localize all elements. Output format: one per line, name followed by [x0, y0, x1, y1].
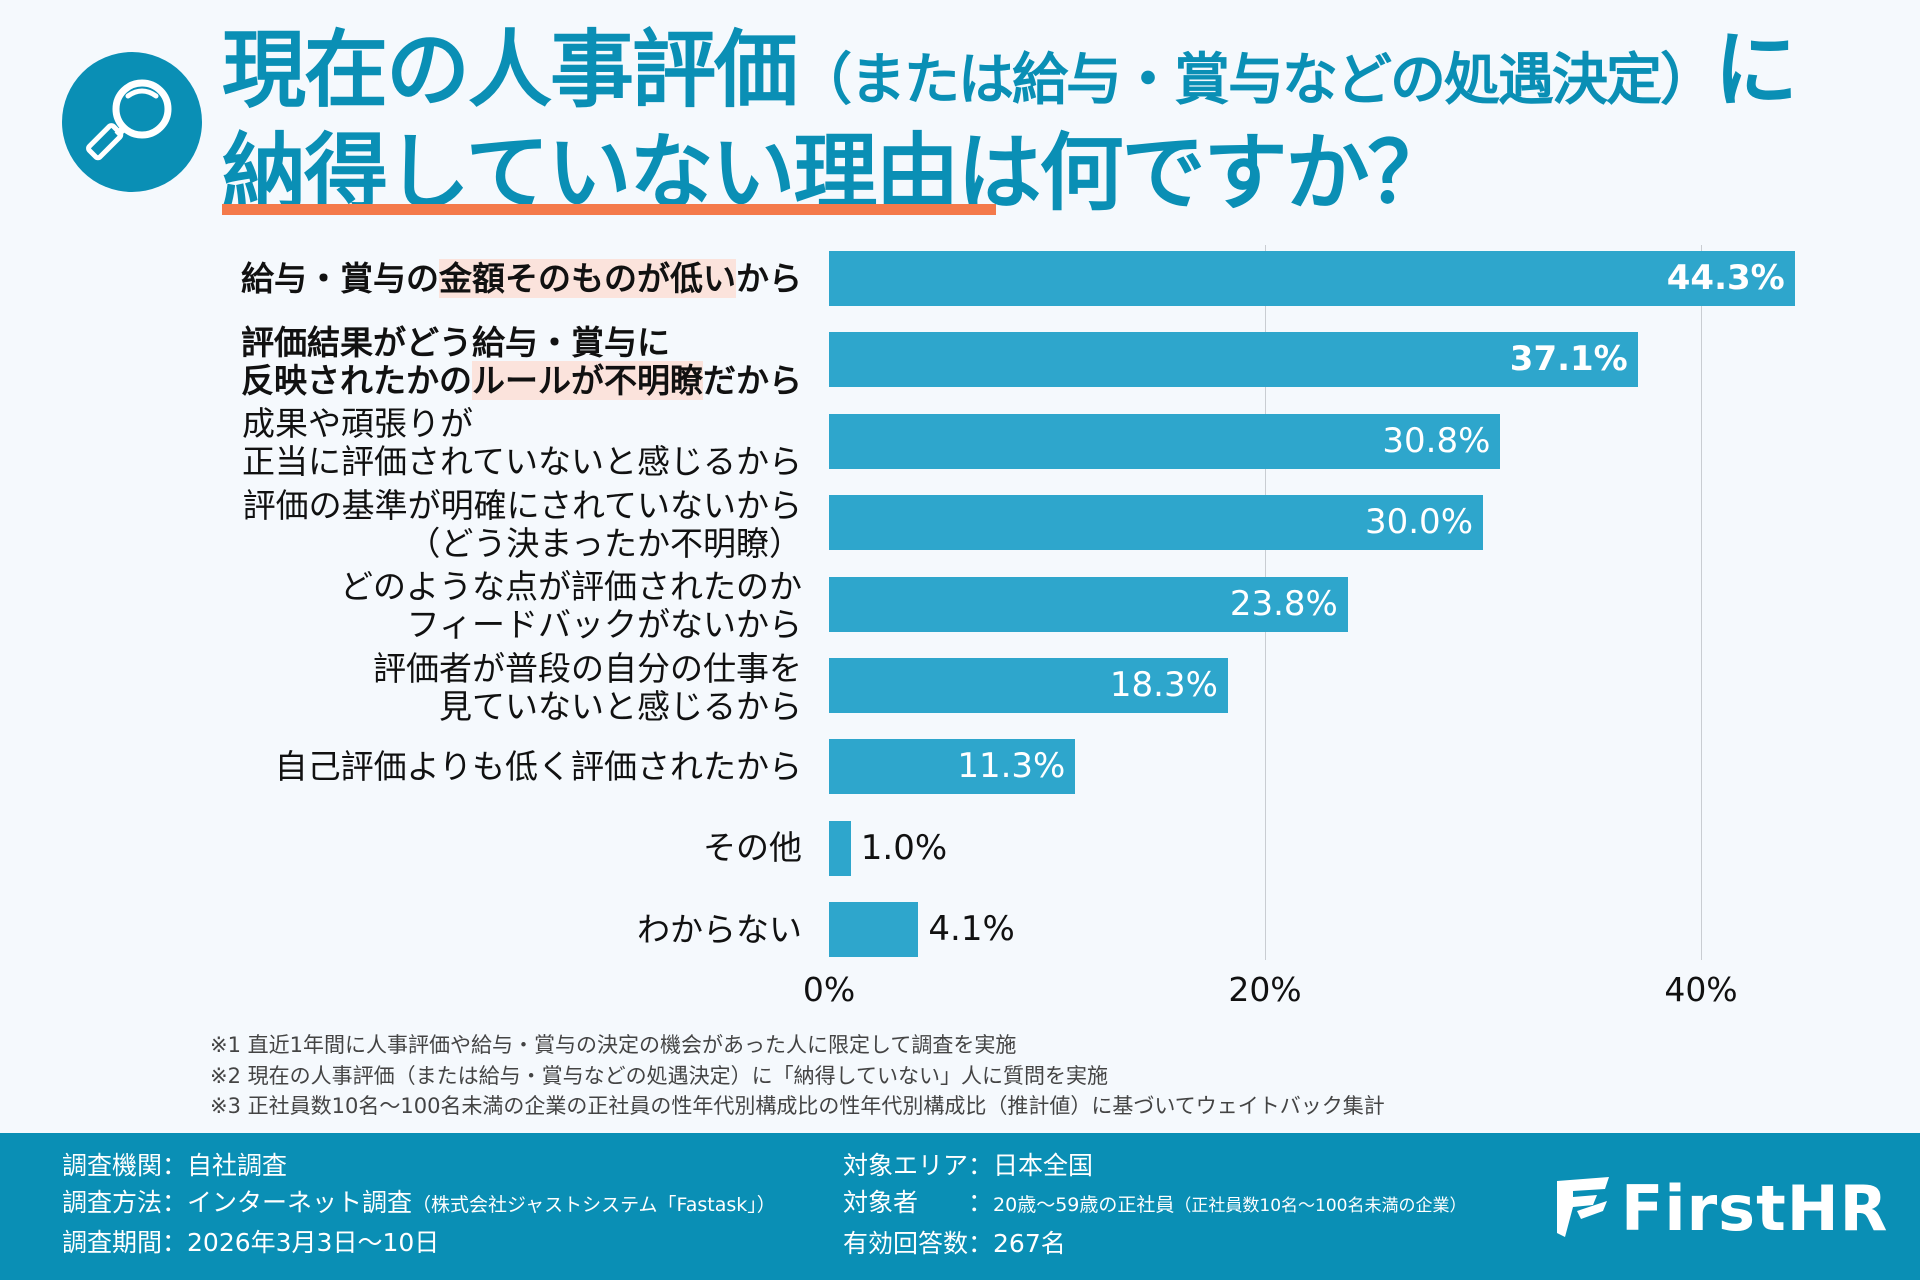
category-label-line: わからない: [637, 909, 802, 949]
footnotes: ※1 直近1年間に人事評価や給与・賞与の決定の機会があった人に限定して調査を実施…: [210, 1030, 1385, 1122]
data-label-4: 23.8%: [1229, 583, 1338, 624]
bar-0: [829, 251, 1795, 306]
label-text: 正当に評価されていないと感じるから: [241, 442, 802, 482]
bar-2: [829, 413, 1501, 469]
bar-chart: 0% 20% 40% 44.3% 給与・賞与の金額そのものが低いから 37.1% 評価結果が…: [241, 245, 1795, 1009]
survey-info-left: 調査機関：自社調査 調査方法：インターネット調査（株式会社ジャストシステム「Fa…: [62, 1147, 776, 1261]
data-label-7: 1.0%: [860, 827, 948, 868]
data-label-8: 4.1%: [928, 909, 1015, 950]
category-label-line: 自己評価よりも低く評価されたから: [274, 746, 802, 786]
survey-period: 調査期間：2026年3月3日～10日: [62, 1228, 440, 1257]
category-label-line: 見ていないと感じるから: [373, 686, 802, 726]
label-text: 評価の基準が明確にされていないから: [242, 485, 802, 525]
title-main: 現在の人事評価: [222, 21, 798, 119]
survey-area: 対象エリア：日本全国: [843, 1151, 1094, 1180]
title-underline: [222, 204, 996, 215]
x-tick-label: 0%: [802, 970, 856, 1009]
category-label-8: わからない: [637, 909, 802, 949]
highlighted-text: 金額そのものが低い: [439, 258, 736, 298]
magnifier-icon: [86, 79, 172, 161]
category-label-line: 評価の基準が明確にされていないから: [242, 485, 802, 525]
category-label-7: その他: [703, 829, 802, 867]
category-label-5: 評価者が普段の自分の仕事を 見ていないと感じるから: [373, 648, 802, 726]
label-text: 見ていないと感じるから: [439, 686, 802, 726]
highlighted-text: ルールが不明瞭: [472, 360, 703, 400]
category-label-line: 成果や頑張りが: [242, 405, 802, 443]
category-label-2: 成果や頑張りが 正当に評価されていないと感じるから: [242, 405, 802, 481]
category-label-line: （どう決まったか不明瞭）: [243, 523, 802, 563]
category-label-line: 反映されたかのルールが不明瞭だから: [241, 360, 802, 400]
title-rest: は何ですか？: [957, 124, 1451, 222]
label-text: から: [736, 258, 802, 298]
label-text: 評価者が普段の自分の仕事を: [373, 648, 802, 688]
footnote-2: ※2 現在の人事評価（または給与・賞与などの処遇決定）に「納得していない」人に質…: [210, 1063, 1108, 1088]
label-text: 給与・賞与の: [241, 258, 439, 298]
category-label-0: 給与・賞与の金額そのものが低いから: [241, 258, 802, 298]
survey-method: 調査方法：インターネット調査（株式会社ジャストシステム「Fastask」）: [62, 1188, 776, 1217]
data-label-1: 37.1%: [1509, 339, 1628, 380]
data-label-2: 30.8%: [1382, 420, 1491, 461]
label-text: その他: [703, 828, 802, 868]
label-text: 反映されたかの: [241, 360, 472, 400]
label-text: だから: [703, 360, 802, 400]
bar-1: [829, 332, 1638, 388]
category-label-line: その他: [703, 829, 802, 867]
data-label-0: 44.3%: [1666, 258, 1785, 298]
label-text: 成果や頑張りが: [241, 404, 473, 444]
category-label-line: 評価者が普段の自分の仕事を: [373, 648, 802, 688]
bar-4: [829, 576, 1348, 632]
bar-8: [829, 902, 919, 958]
bar-3: [829, 495, 1483, 551]
category-label-line: 評価結果がどう給与・賞与に: [241, 322, 802, 362]
data-label-6: 11.3%: [957, 746, 1066, 787]
survey-target: 対象者 ：20歳～59歳の正社員（正社員数10名～100名未満の企業）: [843, 1188, 1467, 1217]
category-label-1: 評価結果がどう給与・賞与に 反映されたかのルールが不明瞭だから: [241, 322, 802, 400]
label-text: わからない: [637, 909, 802, 949]
survey-responses: 有効回答数：267名: [843, 1229, 1066, 1258]
label-text: フィードバックがないから: [406, 605, 802, 645]
footnote-1: ※1 直近1年間に人事評価や給与・賞与の決定の機会があった人に限定して調査を実施: [210, 1033, 1017, 1057]
data-label-5: 18.3%: [1109, 665, 1218, 705]
survey-info-right: 対象エリア：日本全国 対象者 ：20歳～59歳の正社員（正社員数10名～100名…: [843, 1147, 1466, 1262]
category-label-3: 評価の基準が明確にされていないから （どう決まったか不明瞭）: [242, 485, 802, 563]
bar-6: [829, 739, 1076, 795]
title-particle: に: [1714, 21, 1798, 119]
survey-org: 調査機関：自社調査: [62, 1151, 288, 1180]
category-label-4: どのような点が評価されたのか フィードバックがないから: [340, 568, 802, 644]
category-label-6: 自己評価よりも低く評価されたから: [274, 746, 802, 786]
category-label-line: 正当に評価されていないと感じるから: [242, 443, 802, 481]
category-label-line: フィードバックがないから: [340, 606, 802, 644]
x-tick-label: 40%: [1664, 970, 1738, 1009]
label-text: 自己評価よりも低く評価されたから: [274, 746, 802, 786]
footnote-3: ※3 正社員数10名～100名未満の企業の正社員の性年代別構成比の性年代別構成比…: [210, 1094, 1385, 1118]
logo-wordmark: FirstHR: [1621, 1171, 1889, 1245]
gridline-40: [1701, 245, 1702, 960]
bar-5: [829, 658, 1228, 713]
data-label-3: 30.0%: [1364, 502, 1473, 543]
category-label-line: どのような点が評価されたのか: [340, 568, 802, 606]
label-text: 評価結果がどう給与・賞与に: [241, 322, 670, 362]
title-parenthetical: （または給与・賞与などの処遇決定）: [796, 48, 1716, 113]
label-text: （どう決まったか不明瞭）: [407, 523, 802, 563]
bar-7: [829, 820, 851, 876]
label-text: どのような点が評価されたのか: [340, 567, 802, 607]
firsthr-logo-icon: [1557, 1177, 1609, 1237]
firsthr-logo: FirstHR: [1553, 1171, 1889, 1245]
survey-info-footer: 調査機関：自社調査 調査方法：インターネット調査（株式会社ジャストシステム「Fa…: [0, 1133, 1920, 1280]
x-tick-label: 20%: [1228, 970, 1302, 1009]
search-badge: [62, 52, 202, 192]
category-label-line: 給与・賞与の金額そのものが低いから: [241, 258, 802, 298]
